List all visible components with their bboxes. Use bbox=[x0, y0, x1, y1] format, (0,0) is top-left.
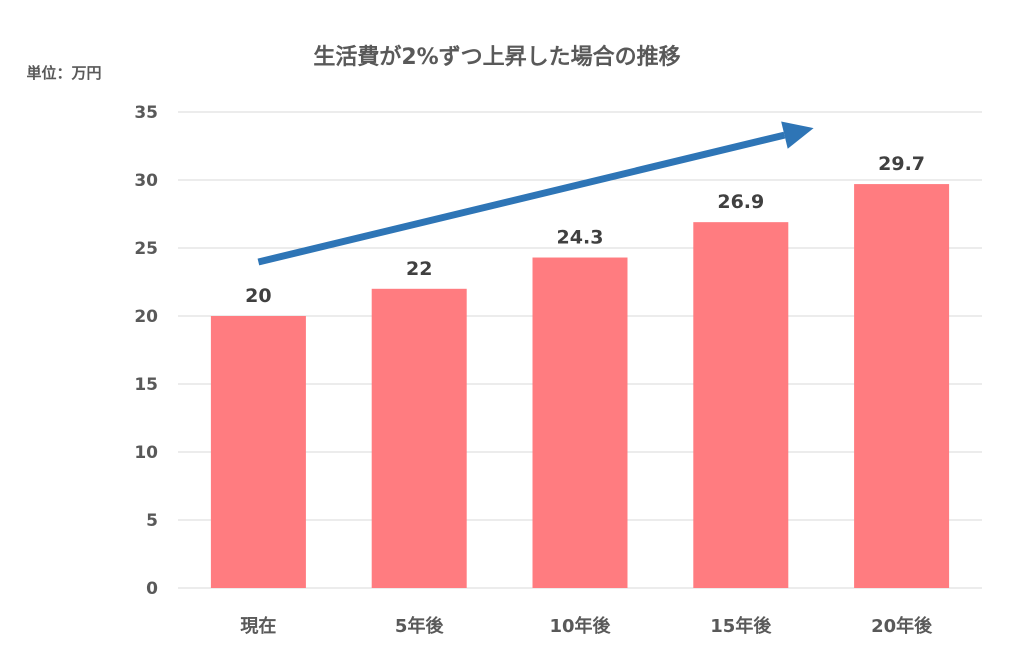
data-label: 24.3 bbox=[557, 227, 604, 249]
chart-title: 生活費が2%ずつ上昇した場合の推移 bbox=[313, 44, 680, 70]
bar bbox=[210, 316, 306, 588]
y-tick-label: 10 bbox=[134, 443, 158, 463]
y-tick-label: 35 bbox=[134, 103, 158, 123]
data-label: 22 bbox=[406, 258, 432, 280]
data-labels: 20 22 24.3 26.9 29.7 bbox=[245, 153, 925, 307]
y-tick-label: 30 bbox=[134, 171, 158, 191]
bar bbox=[532, 257, 628, 588]
trend-arrow-head bbox=[781, 121, 814, 149]
category-label: 現在 bbox=[240, 615, 276, 637]
x-axis-labels: 現在 5年後 10年後 15年後 20年後 bbox=[240, 615, 933, 637]
y-tick-label: 5 bbox=[146, 511, 158, 531]
y-axis-ticks: 0 5 10 15 20 25 30 35 bbox=[134, 103, 158, 599]
bar bbox=[371, 288, 467, 588]
y-tick-label: 15 bbox=[134, 375, 158, 395]
bar bbox=[693, 222, 789, 588]
y-tick-label: 20 bbox=[134, 307, 158, 327]
category-label: 20年後 bbox=[871, 615, 933, 637]
trend-arrow-shaft bbox=[257, 131, 786, 266]
category-label: 15年後 bbox=[710, 615, 772, 637]
data-label: 26.9 bbox=[717, 191, 764, 213]
y-tick-label: 0 bbox=[146, 579, 158, 599]
trend-arrow bbox=[257, 121, 814, 266]
unit-label: 単位：万円 bbox=[26, 64, 101, 82]
category-label: 10年後 bbox=[549, 615, 611, 637]
data-label: 20 bbox=[245, 285, 271, 307]
bar bbox=[854, 184, 950, 588]
data-label: 29.7 bbox=[878, 153, 925, 175]
category-label: 5年後 bbox=[395, 615, 445, 637]
y-tick-label: 25 bbox=[134, 239, 158, 259]
bars bbox=[210, 184, 950, 588]
